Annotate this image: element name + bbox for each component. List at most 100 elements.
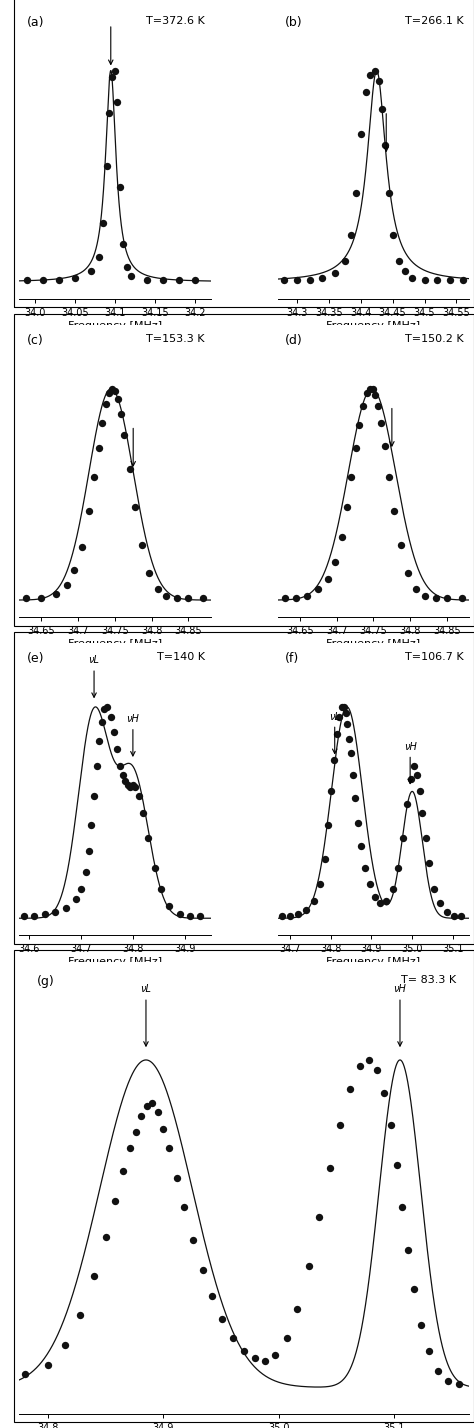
Point [292, 587, 300, 610]
Point [363, 381, 371, 404]
Point [62, 897, 69, 920]
Point [180, 1195, 188, 1218]
Point [51, 901, 59, 924]
Point [186, 905, 194, 928]
Point [390, 500, 398, 523]
Point [306, 268, 313, 291]
Point [336, 1114, 344, 1137]
Point [422, 827, 429, 850]
Point [93, 754, 100, 777]
Point [132, 775, 139, 798]
Point [399, 1195, 406, 1218]
Point [61, 1334, 69, 1357]
Point [365, 1048, 373, 1071]
Point [102, 393, 109, 416]
Point [347, 743, 355, 765]
Point [401, 260, 409, 283]
Point [151, 857, 158, 880]
Point [357, 835, 365, 858]
Point [324, 567, 331, 590]
Point [132, 496, 139, 518]
Point [302, 898, 310, 921]
Point [191, 268, 199, 291]
Text: νL: νL [140, 984, 151, 1047]
Point [41, 902, 49, 925]
Point [20, 905, 28, 928]
Text: (c): (c) [27, 334, 44, 347]
Text: (f): (f) [285, 653, 300, 665]
Point [331, 261, 339, 284]
Point [389, 224, 396, 247]
Point [393, 1154, 401, 1177]
Point [425, 1339, 433, 1362]
Point [426, 853, 433, 875]
Point [111, 1190, 118, 1212]
Point [351, 787, 359, 810]
Point [105, 101, 113, 124]
Point [157, 877, 165, 900]
X-axis label: Frequency [MHz]: Frequency [MHz] [68, 320, 162, 331]
Point [412, 578, 420, 601]
Point [175, 268, 182, 291]
Text: (g): (g) [37, 975, 55, 988]
Point [385, 181, 392, 204]
Point [324, 814, 332, 837]
Text: νH: νH [393, 984, 406, 1047]
Point [407, 767, 415, 790]
Point [154, 1101, 161, 1124]
Text: T=153.3 K: T=153.3 K [146, 334, 205, 344]
Point [340, 695, 347, 718]
Point [159, 268, 166, 291]
Point [111, 59, 118, 81]
Point [421, 268, 428, 291]
Point [383, 890, 390, 912]
Point [85, 500, 93, 523]
Point [371, 59, 379, 81]
Point [116, 754, 124, 777]
Point [366, 63, 374, 86]
Point [108, 66, 115, 89]
Point [374, 394, 382, 417]
Point [76, 1304, 84, 1327]
Point [200, 587, 207, 610]
Point [354, 811, 362, 834]
Text: (d): (d) [285, 334, 303, 347]
Point [163, 584, 170, 607]
Point [31, 905, 38, 928]
Point [347, 466, 355, 488]
Point [145, 827, 152, 850]
Point [359, 394, 367, 417]
Point [419, 801, 426, 824]
Point [455, 1372, 463, 1395]
Text: T=140 K: T=140 K [157, 653, 205, 663]
Point [98, 710, 106, 733]
Point [305, 1255, 312, 1278]
Point [173, 1167, 181, 1190]
Point [338, 526, 346, 548]
Point [103, 695, 111, 718]
Point [99, 411, 106, 434]
Point [376, 892, 384, 915]
Point [71, 558, 78, 581]
Point [347, 224, 355, 247]
Point [261, 1349, 269, 1372]
Point [196, 905, 204, 928]
Point [430, 877, 438, 900]
Point [90, 784, 98, 807]
Point [117, 403, 125, 426]
Point [443, 901, 451, 924]
Point [421, 584, 429, 607]
Point [121, 770, 129, 793]
Point [77, 877, 85, 900]
Point [373, 1058, 381, 1081]
Point [52, 583, 60, 605]
Point [459, 268, 467, 291]
Point [378, 97, 385, 120]
Point [119, 1160, 127, 1182]
Point [366, 377, 374, 400]
Point [44, 1354, 52, 1377]
X-axis label: Frequency [MHz]: Frequency [MHz] [327, 320, 420, 331]
Text: νL: νL [89, 655, 100, 697]
Point [381, 434, 388, 457]
Point [123, 256, 130, 278]
